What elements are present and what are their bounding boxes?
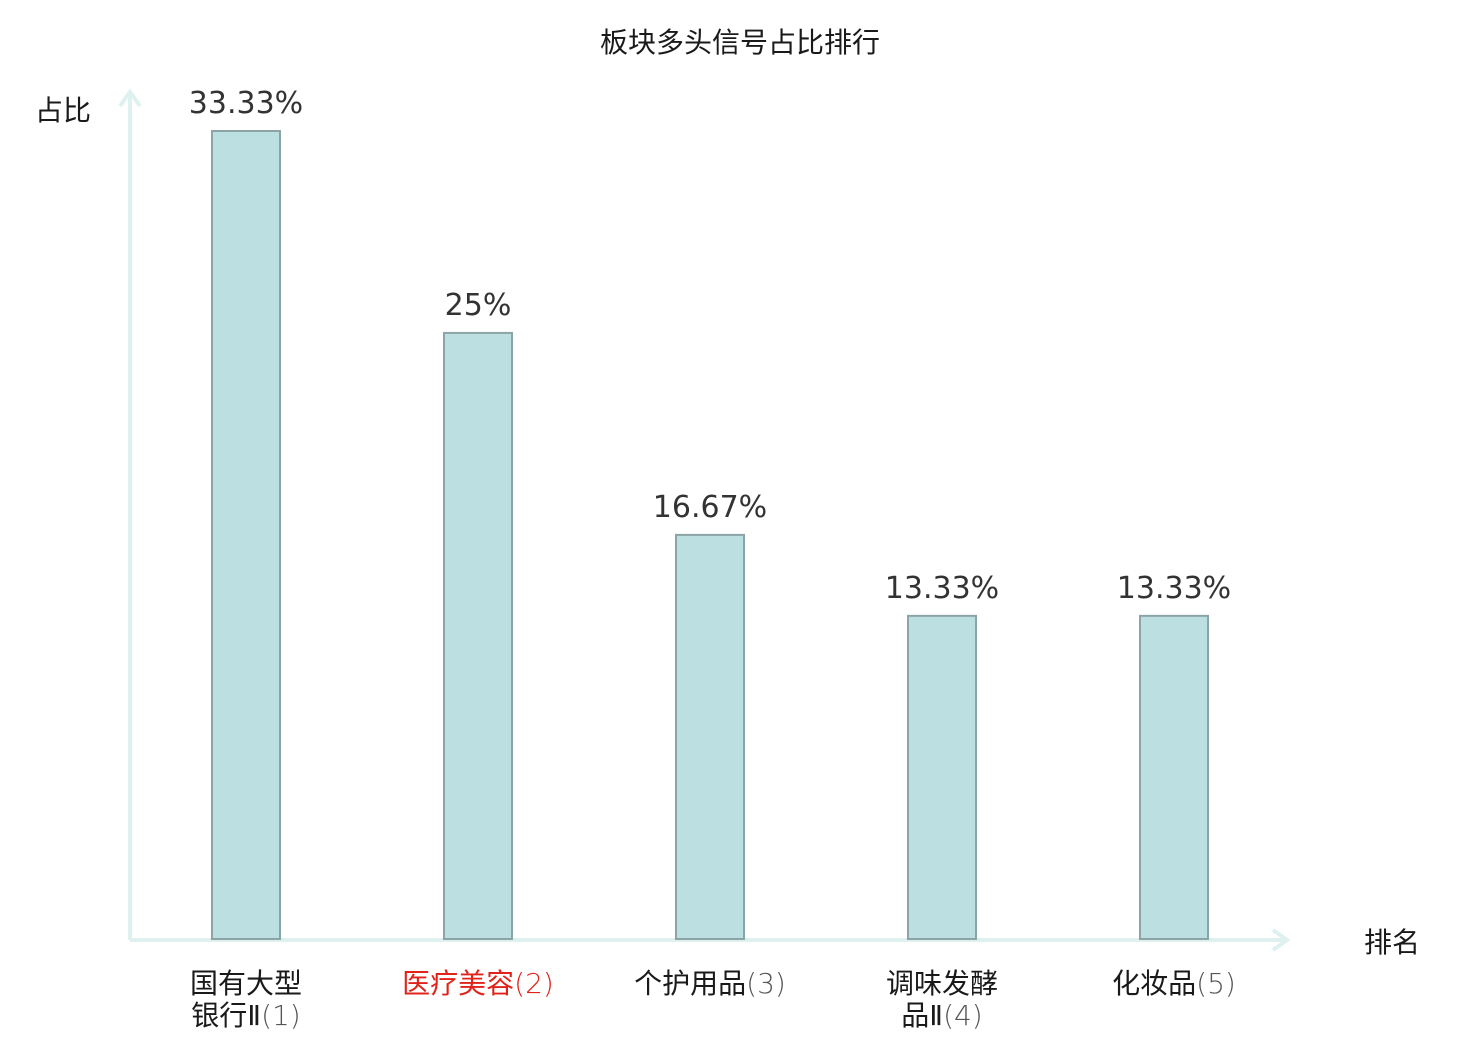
x-tick-label-line: 个护用品(3)	[634, 967, 786, 1000]
x-tick-label-3: 个护用品(3)	[634, 967, 786, 1000]
y-axis-label: 占比	[35, 94, 91, 127]
x-tick-rank: (2)	[514, 967, 554, 1000]
x-tick-labels-group: 国有大型银行Ⅱ(1) 医疗美容(2) 个护用品(3) 调味发酵品Ⅱ(4) 化妆品(5)	[190, 967, 1236, 1032]
x-tick-label-1: 国有大型银行Ⅱ(1)	[190, 967, 302, 1032]
x-tick-label-line: 银行Ⅱ(1)	[191, 999, 300, 1032]
value-labels-group: 33.33% 25% 16.67% 13.33% 13.33%	[189, 86, 1231, 606]
x-tick-rank: (1)	[261, 999, 301, 1032]
x-tick-label-line: 化妆品(5)	[1112, 967, 1236, 1000]
value-label-5: 13.33%	[1117, 571, 1231, 606]
bar-4	[907, 614, 977, 941]
bar-2	[443, 331, 513, 940]
x-tick-label-4: 调味发酵品Ⅱ(4)	[886, 967, 998, 1032]
x-tick-label-5: 化妆品(5)	[1112, 967, 1236, 1000]
x-tick-label-line: 医疗美容(2)	[402, 967, 554, 1000]
x-tick-label-2: 医疗美容(2)	[402, 967, 554, 1000]
x-tick-rank: (3)	[746, 967, 786, 1000]
value-label-2: 25%	[445, 288, 512, 323]
x-tick-label-line: 品Ⅱ(4)	[901, 999, 982, 1032]
x-tick-label-line: 调味发酵	[886, 967, 998, 1000]
value-label-3: 16.67%	[653, 490, 767, 525]
x-tick-label-line: 国有大型	[190, 967, 302, 1000]
bar-1	[211, 130, 281, 940]
x-tick-rank: (4)	[943, 999, 983, 1032]
y-axis	[118, 88, 142, 940]
bar-5	[1139, 614, 1209, 941]
value-label-4: 13.33%	[885, 571, 999, 606]
chart-title: 板块多头信号占比排行	[600, 26, 880, 59]
value-label-1: 33.33%	[189, 86, 303, 121]
x-tick-rank: (5)	[1196, 967, 1236, 1000]
bars-group	[211, 130, 1209, 941]
bar-3	[675, 533, 745, 940]
x-axis-label: 排名	[1364, 926, 1420, 959]
